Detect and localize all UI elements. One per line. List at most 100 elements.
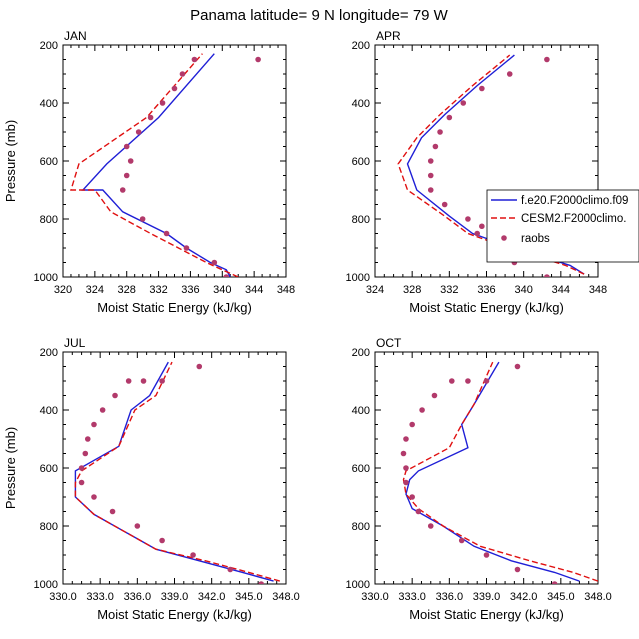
y-tick-label: 600 bbox=[352, 463, 370, 475]
raobs-point bbox=[123, 172, 130, 179]
raobs-point bbox=[147, 114, 154, 121]
panel-title: JUL bbox=[64, 336, 86, 350]
x-tick-label: 330.0 bbox=[49, 591, 77, 603]
y-tick-label: 800 bbox=[352, 214, 370, 226]
figure-title: Panama latitude= 9 N longitude= 79 W bbox=[190, 7, 449, 24]
raobs-point bbox=[465, 216, 471, 222]
data-layer bbox=[70, 53, 261, 277]
x-tick-label: 336 bbox=[181, 284, 199, 296]
x-tick-label: 344 bbox=[245, 284, 263, 296]
raobs-point bbox=[119, 187, 126, 193]
raobs-point bbox=[139, 216, 146, 222]
raobs-point bbox=[159, 537, 165, 544]
raobs-point bbox=[78, 465, 85, 471]
x-tick-label: 342.0 bbox=[198, 591, 226, 603]
cesm2-f2000climo-line bbox=[70, 53, 239, 277]
y-tick-label: 200 bbox=[40, 347, 58, 359]
x-tick-label: 348 bbox=[589, 284, 607, 296]
raobs-point bbox=[427, 158, 434, 164]
raobs-point bbox=[134, 523, 141, 529]
x-axis-label: Moist Static Energy (kJ/kg) bbox=[97, 300, 252, 315]
x-tick-label: 344 bbox=[552, 284, 570, 296]
x-tick-label: 336.0 bbox=[436, 591, 464, 603]
x-tick-label: 348.0 bbox=[272, 591, 300, 603]
legend: f.e20.F2000climo.f09 CESM2.F2000climo. rao… bbox=[486, 189, 639, 263]
raobs-point bbox=[483, 378, 490, 384]
x-tick-label: 333.0 bbox=[398, 591, 426, 603]
raobs-point bbox=[441, 201, 448, 208]
x-tick-label: 339.0 bbox=[161, 591, 189, 603]
raobs-point bbox=[544, 56, 550, 63]
y-tick-label: 600 bbox=[352, 156, 370, 168]
y-tick-label: 1000 bbox=[34, 272, 58, 284]
raobs-point bbox=[171, 85, 178, 92]
raobs-point bbox=[84, 436, 91, 442]
panel-jan: JAN 320 324 328 332 336 340 344 348 200 400 600 800 1… bbox=[3, 29, 295, 315]
raobs-point bbox=[432, 143, 439, 150]
panel-oct: OCT 330.0 333.0 336.0 339.0 342.0 345.0 348.0 20… bbox=[346, 336, 612, 622]
panels: JAN 320 324 328 332 336 340 344 348 200 400 600 800 1… bbox=[3, 29, 612, 622]
f-e20-f2000climo-f09-line bbox=[74, 361, 274, 582]
legend-entry-label: f.e20.F2000climo.f09 bbox=[521, 195, 628, 207]
raobs-point bbox=[409, 494, 415, 500]
raobs-point bbox=[400, 450, 407, 457]
panel-title: JAN bbox=[64, 29, 87, 43]
raobs-point bbox=[446, 114, 453, 121]
raobs-point bbox=[403, 436, 409, 442]
y-tick-label: 800 bbox=[40, 521, 58, 533]
y-tick-label: 1000 bbox=[346, 272, 370, 284]
x-tick-label: 330.0 bbox=[361, 591, 389, 603]
data-layer bbox=[400, 361, 598, 584]
raobs-point bbox=[196, 363, 203, 370]
x-tick-label: 339.0 bbox=[473, 591, 501, 603]
x-tick-label: 348 bbox=[277, 284, 295, 296]
raobs-point bbox=[179, 71, 186, 77]
raobs-point bbox=[479, 223, 485, 230]
raobs-point bbox=[551, 581, 558, 584]
legend-swatch-raobs bbox=[501, 235, 507, 241]
raobs-point bbox=[91, 494, 97, 500]
x-axis-label: Moist Static Energy (kJ/kg) bbox=[409, 300, 564, 315]
raobs-point bbox=[227, 566, 234, 573]
raobs-point bbox=[419, 407, 425, 413]
x-tick-label: 332 bbox=[440, 284, 458, 296]
raobs-point bbox=[258, 581, 265, 584]
x-tick-label: 345.0 bbox=[547, 591, 575, 603]
raobs-point bbox=[109, 508, 116, 515]
y-tick-label: 200 bbox=[352, 347, 370, 359]
raobs-point bbox=[190, 552, 196, 558]
raobs-point bbox=[159, 100, 166, 106]
raobs-point bbox=[409, 421, 415, 428]
y-tick-label: 400 bbox=[352, 98, 370, 110]
x-tick-label: 336.0 bbox=[124, 591, 152, 603]
panel-title: APR bbox=[376, 29, 401, 43]
y-axis-label: Pressure (mb) bbox=[3, 120, 18, 202]
raobs-point bbox=[544, 274, 550, 277]
y-tick-label: 400 bbox=[40, 98, 58, 110]
data-layer bbox=[74, 361, 280, 584]
x-tick-label: 320 bbox=[54, 284, 72, 296]
x-tick-label: 336 bbox=[477, 284, 495, 296]
raobs-point bbox=[140, 378, 147, 384]
x-tick-label: 324 bbox=[86, 284, 104, 296]
x-tick-label: 345.0 bbox=[235, 591, 263, 603]
y-tick-label: 800 bbox=[352, 521, 370, 533]
raobs-point bbox=[223, 274, 230, 277]
cesm2-f2000climo-line bbox=[397, 54, 585, 275]
y-tick-label: 800 bbox=[40, 214, 58, 226]
panel-title: OCT bbox=[376, 336, 402, 350]
panel-jul: JUL 330.0 333.0 336.0 339.0 342.0 345.0 348.0 20… bbox=[3, 336, 300, 622]
y-tick-label: 600 bbox=[40, 463, 58, 475]
raobs-point bbox=[506, 71, 513, 77]
legend-entry-label: raobs bbox=[521, 233, 550, 245]
raobs-point bbox=[427, 187, 434, 193]
legend-box bbox=[486, 189, 639, 263]
raobs-point bbox=[403, 479, 409, 486]
raobs-point bbox=[427, 523, 434, 529]
raobs-point bbox=[474, 230, 481, 237]
raobs-point bbox=[183, 245, 190, 251]
x-tick-label: 340 bbox=[514, 284, 532, 296]
raobs-point bbox=[125, 378, 132, 384]
raobs-point bbox=[91, 421, 97, 428]
